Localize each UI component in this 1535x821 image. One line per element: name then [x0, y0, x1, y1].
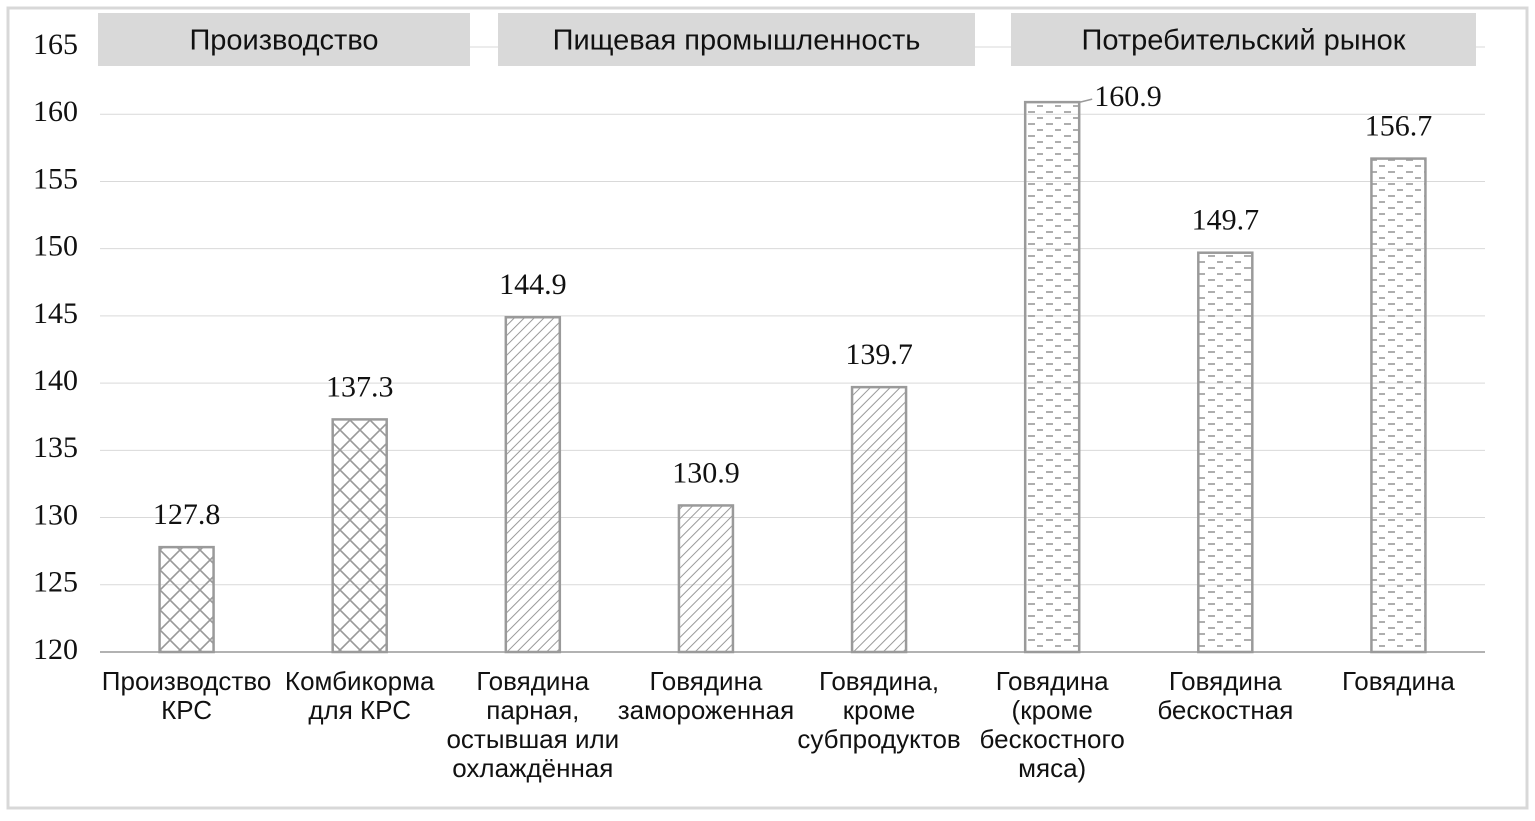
y-tick-label: 165 — [33, 28, 78, 61]
value-label: 137.3 — [326, 370, 394, 403]
bar — [850, 385, 908, 654]
bar — [1197, 251, 1254, 654]
y-tick-label: 160 — [33, 95, 78, 128]
y-tick-label: 140 — [33, 364, 78, 397]
group-title: Пищевая промышленность — [553, 25, 921, 57]
x-tick-label: Комбикорма для КРС — [284, 666, 435, 725]
value-label: 160.9 — [1094, 80, 1162, 113]
x-tick-label: Говядина (кроме бескостного мяса) — [979, 666, 1125, 783]
value-label: 156.7 — [1365, 109, 1433, 142]
value-label: 127.8 — [153, 498, 221, 531]
group-title: Потребительский рынок — [1082, 25, 1406, 57]
group-header — [498, 13, 975, 66]
group-header — [98, 13, 470, 66]
y-tick-label: 150 — [33, 230, 78, 263]
leader-line — [1062, 98, 1093, 103]
value-label: 130.9 — [672, 456, 740, 489]
bar — [677, 504, 735, 654]
group-header — [1011, 13, 1476, 66]
x-tick-label: Говядина замороженная — [617, 666, 795, 725]
value-label: 149.7 — [1192, 204, 1260, 237]
y-tick-label: 130 — [33, 498, 78, 531]
bar — [1370, 157, 1427, 654]
group-title: Производство — [189, 25, 378, 57]
x-tick-label: Производство КРС — [101, 666, 272, 725]
frame — [6, 6, 1529, 810]
x-tick-label: Говядина парная, остывшая или охлаждённа… — [446, 666, 620, 783]
y-tick-label: 135 — [33, 431, 78, 464]
bar — [504, 315, 562, 654]
value-label: 144.9 — [499, 268, 567, 301]
y-tick-label: 145 — [33, 297, 78, 330]
bar — [1023, 100, 1081, 654]
value-label: 139.7 — [845, 338, 913, 371]
y-tick-label: 155 — [33, 162, 78, 195]
x-tick-label: Говядина бескостная — [1157, 666, 1294, 725]
x-tick-label: Говядина — [1341, 666, 1455, 696]
bar — [331, 418, 388, 654]
x-tick-label: Говядина, кроме субпродуктов — [797, 666, 961, 754]
y-tick-label: 125 — [33, 566, 78, 599]
y-tick-label: 120 — [33, 633, 78, 666]
bar — [158, 545, 215, 654]
